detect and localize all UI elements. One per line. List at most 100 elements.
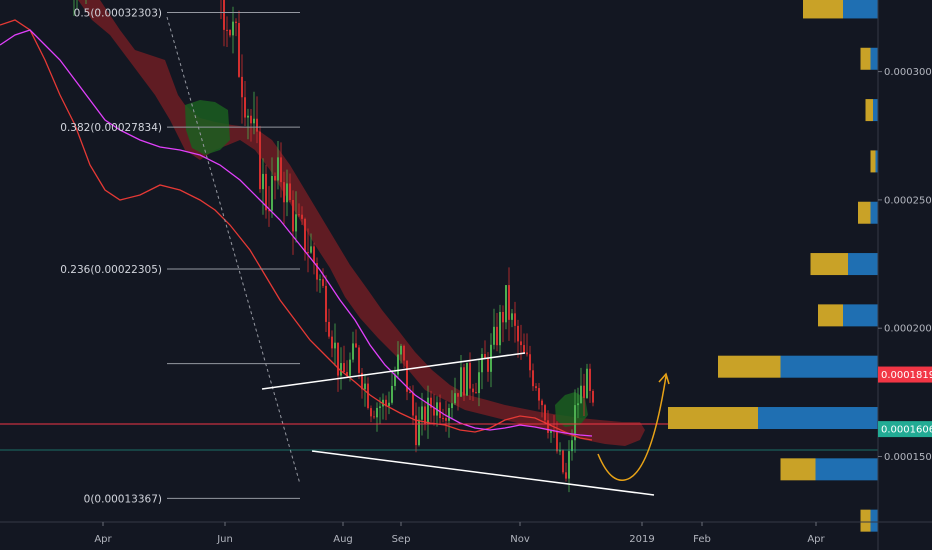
candle-body [400, 345, 402, 355]
candle-body [457, 393, 459, 397]
time-axis-label: Sep [392, 534, 411, 545]
moving-average-magenta [0, 29, 593, 437]
candle-body [235, 21, 237, 24]
candle-body [541, 400, 543, 406]
candle-body [292, 199, 294, 232]
candle-body [559, 450, 561, 452]
candle-body [238, 23, 240, 77]
candle-body [403, 345, 405, 361]
candle-body [493, 326, 495, 345]
time-axis[interactable]: Apr Jun Aug Sep Nov 2019 Feb Apr [0, 521, 932, 545]
candle-body [481, 353, 483, 373]
candle-body [487, 358, 489, 372]
candle-body [334, 342, 336, 349]
volume-profile-up-bar [668, 407, 758, 430]
candle-body [589, 368, 591, 391]
volume-profile-down-bar [873, 99, 878, 122]
projection-arrow-head [658, 372, 670, 385]
volume-profile-down-bar [870, 201, 878, 224]
candle-body [370, 408, 372, 417]
candle-body [409, 391, 411, 393]
fib-level-label: 0(0.00013367) [84, 493, 162, 505]
candle-body [352, 343, 354, 360]
candle-body [337, 342, 339, 376]
candle-body [496, 326, 498, 346]
price-axis[interactable]: 0.000500000.000450000.000400000.00035000… [877, 0, 932, 550]
candle-body [406, 360, 408, 392]
candle-body [271, 176, 273, 211]
fibonacci-retracement[interactable]: 1(0.00051239)0.786(0.00043135)0.618(0.00… [60, 0, 300, 505]
lower-channel-trendline[interactable] [311, 450, 655, 496]
candle-body [280, 157, 282, 183]
price-marker-label: 0.00018194 [881, 370, 932, 381]
candle-body [298, 214, 300, 216]
candle-body [571, 440, 573, 452]
fib-level-label: 0.236(0.00022305) [60, 264, 162, 276]
candle-body [532, 370, 534, 387]
time-axis-label: Apr [807, 534, 825, 545]
candle-body [358, 347, 360, 373]
projection-arrow[interactable] [597, 372, 670, 481]
candle-body [376, 407, 378, 418]
candle-body [502, 311, 504, 323]
volume-profile-up-bar [810, 253, 848, 276]
candle-body [463, 367, 465, 396]
time-axis-label: Apr [94, 534, 112, 545]
candle-body [466, 362, 468, 396]
candle-body [250, 115, 252, 124]
price-axis-label: 0.00020000 [884, 324, 932, 335]
candle-body [394, 374, 396, 386]
candle-body [586, 368, 588, 398]
candle-body [355, 343, 357, 348]
volume-profile-up-bar [860, 509, 871, 532]
candle-body [391, 385, 393, 403]
candle-body [565, 472, 567, 479]
candle-body [304, 218, 306, 253]
volume-profile-up-bar [718, 355, 781, 378]
candle-body [283, 182, 285, 203]
candle-body [517, 325, 519, 342]
candle-body [535, 386, 537, 389]
candle-body [313, 246, 315, 264]
candle-body [469, 362, 471, 389]
candle-body [412, 392, 414, 416]
candle-body [316, 263, 318, 280]
volume-profile-down-bar [780, 355, 878, 378]
time-axis-label: Jun [216, 534, 233, 545]
candle-body [556, 431, 558, 452]
candle-body [322, 279, 324, 286]
candle-body [397, 354, 399, 375]
candle-body [577, 403, 579, 406]
upper-channel-trendline[interactable] [261, 352, 526, 390]
candle-body [580, 385, 582, 404]
fib-trend-dashed-line[interactable] [166, 16, 301, 485]
price-marker-badge [878, 366, 932, 383]
candle-body [265, 173, 267, 211]
candle-body [241, 76, 243, 98]
candle-body [478, 372, 480, 394]
candle-body [295, 214, 297, 232]
candle-body [505, 285, 507, 323]
candle-body [427, 397, 429, 424]
candle-body [385, 399, 387, 407]
candle-body [523, 345, 525, 353]
volume-profile-up-bar [870, 150, 876, 173]
candle-body [259, 131, 261, 190]
candle-body [562, 450, 564, 473]
candle-body [244, 97, 246, 118]
candlesticks [73, 0, 594, 493]
volume-profile-up-bar [860, 47, 871, 70]
candle-body [484, 353, 486, 359]
candle-body [262, 173, 264, 190]
candle-body [568, 451, 570, 479]
volume-profile-down-bar [870, 47, 878, 70]
candle-body [421, 406, 423, 420]
candle-body [364, 383, 366, 390]
candle-body [499, 311, 501, 346]
candle-body [520, 341, 522, 346]
volume-profile [668, 0, 878, 532]
fib-level-label: 0.382(0.00027834) [60, 122, 162, 134]
candle-body [325, 285, 327, 322]
price-axis-label: 0.00015000 [884, 452, 932, 463]
